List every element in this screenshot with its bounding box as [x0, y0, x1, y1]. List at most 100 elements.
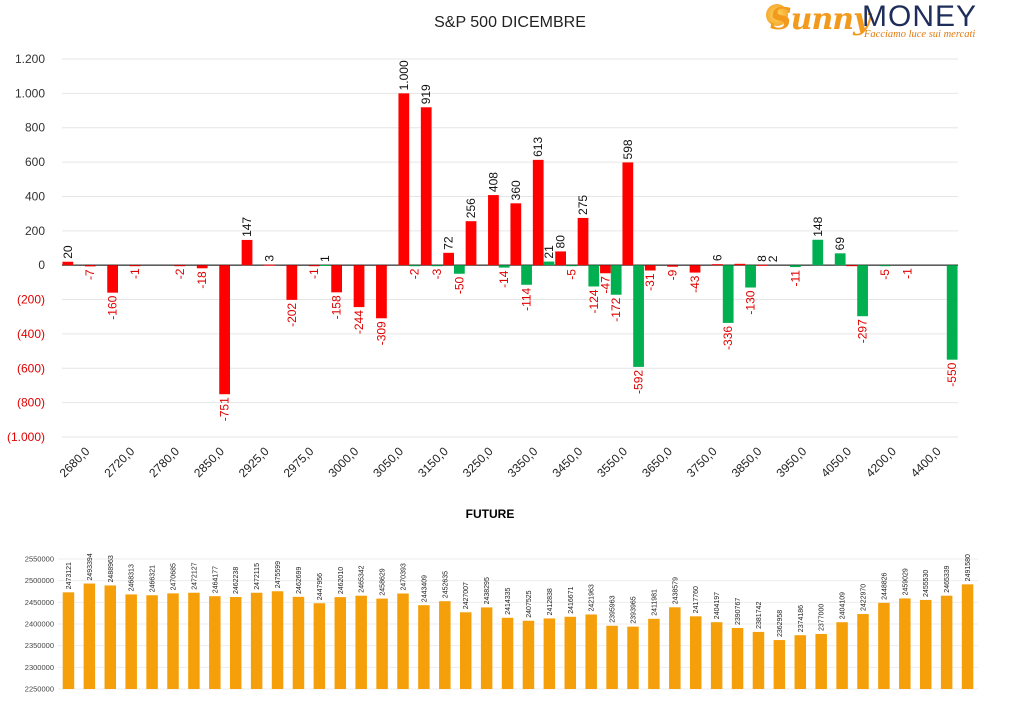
future-y-axis: 2250000 2300000 2350000 2400000 2450000 25000… — [25, 555, 54, 694]
future-data-label: 2416671 — [568, 586, 575, 613]
future-data-label: 2455530 — [923, 570, 930, 597]
future-data-label: 2462010 — [338, 567, 345, 594]
bar — [521, 265, 532, 285]
y-tick-label: 2300000 — [25, 663, 54, 672]
y-tick-label: (1.000) — [7, 430, 45, 444]
data-label: -297 — [856, 319, 870, 343]
bar — [286, 265, 298, 300]
bar — [667, 265, 678, 267]
future-bar — [439, 601, 451, 689]
future-bar — [585, 614, 597, 689]
y-tick-label: 1.200 — [15, 52, 45, 66]
y-tick-label: 2500000 — [25, 576, 54, 585]
future-data-label: 2438579 — [672, 577, 679, 604]
bar — [633, 265, 644, 367]
data-label: 6 — [710, 254, 724, 261]
logo-tagline: Facciamo luce sui mercati — [864, 29, 976, 40]
data-label: -1 — [307, 268, 321, 279]
future-data-label: 2443409 — [421, 575, 428, 602]
bar — [577, 217, 589, 266]
future-data-label: 2422970 — [861, 584, 868, 611]
future-data-label: 2465342 — [359, 565, 366, 592]
future-bar — [773, 640, 786, 689]
data-label: -9 — [666, 269, 680, 280]
data-label: -592 — [632, 370, 646, 394]
data-label: 598 — [621, 139, 635, 159]
bar — [488, 195, 499, 266]
sunny-money-logo: Sunny MONEY Facciamo luce sui mercati — [766, 0, 998, 44]
future-bar — [669, 607, 681, 689]
bar — [712, 264, 723, 266]
future-bar — [857, 614, 869, 689]
y-tick-label: 2400000 — [25, 620, 54, 629]
y-tick-label: (400) — [17, 327, 45, 341]
bar — [846, 265, 858, 267]
bar — [745, 265, 756, 288]
main-bars — [62, 93, 958, 395]
bar — [510, 203, 522, 266]
future-data-label: 2407525 — [526, 590, 533, 617]
future-data-label: 2462699 — [296, 566, 303, 593]
future-data-label: 2395963 — [610, 595, 617, 622]
bar — [331, 265, 342, 293]
future-bar — [146, 595, 158, 689]
data-label: 275 — [576, 195, 590, 215]
future-data-label: 2473121 — [66, 562, 73, 589]
future-data-label: 2448826 — [881, 572, 888, 599]
bar — [622, 162, 634, 266]
bar — [129, 265, 141, 267]
future-data-label: 2427007 — [463, 582, 470, 609]
data-label: -130 — [744, 290, 758, 314]
data-label: -5 — [564, 269, 578, 280]
future-data-label: 2462238 — [233, 567, 240, 594]
logo-sunny-text: Sunny — [770, 2, 871, 37]
future-data-label: 2465339 — [944, 565, 951, 592]
chart-title: S&P 500 DICEMBRE — [434, 14, 586, 31]
data-label: 408 — [486, 172, 500, 192]
data-label: -550 — [945, 362, 959, 386]
bar — [498, 265, 510, 268]
future-bar — [397, 593, 409, 689]
y-tick-label: (200) — [17, 293, 45, 307]
future-bar — [459, 612, 472, 689]
bar — [398, 93, 410, 266]
future-data-label: 2377000 — [819, 604, 826, 631]
data-label: -124 — [587, 289, 601, 313]
y-tick-label: 800 — [25, 121, 45, 135]
bar — [431, 265, 443, 267]
future-data-label: 2421963 — [589, 584, 596, 611]
future-data-label: 2447956 — [317, 573, 324, 600]
logo-money-text: MONEY — [862, 0, 978, 33]
main-bar-chart: (1.000) (800) (600) (400) (200) 0 200 400 600 800… — [7, 52, 959, 480]
future-bar — [480, 607, 493, 689]
future-data-label: 2393965 — [631, 596, 638, 623]
future-data-label: 2374186 — [798, 605, 805, 632]
y-tick-label: 600 — [25, 155, 45, 169]
bar — [555, 251, 566, 266]
future-bar — [878, 602, 890, 689]
data-label: 919 — [419, 84, 433, 104]
data-label: 69 — [833, 237, 847, 251]
bar — [834, 253, 846, 266]
future-data-label: 2438295 — [484, 577, 491, 604]
future-data-label: 2452635 — [442, 571, 449, 598]
future-data-label: 2472127 — [191, 562, 198, 589]
data-label: -47 — [598, 276, 612, 294]
bar — [465, 221, 477, 266]
future-bar — [564, 616, 577, 689]
data-label: 3 — [262, 255, 276, 262]
future-bar — [940, 595, 953, 689]
bar — [319, 265, 331, 267]
future-data-label: 2381742 — [756, 602, 763, 629]
future-data-label: 2470393 — [401, 563, 408, 590]
future-data-label: 2470685 — [171, 563, 178, 590]
future-bar — [83, 583, 96, 689]
bar — [174, 265, 186, 267]
data-label: -3 — [430, 268, 444, 279]
future-bar — [752, 631, 765, 689]
future-bar — [229, 597, 242, 689]
future-data-label: 2414335 — [505, 587, 512, 614]
future-bar — [418, 605, 430, 689]
